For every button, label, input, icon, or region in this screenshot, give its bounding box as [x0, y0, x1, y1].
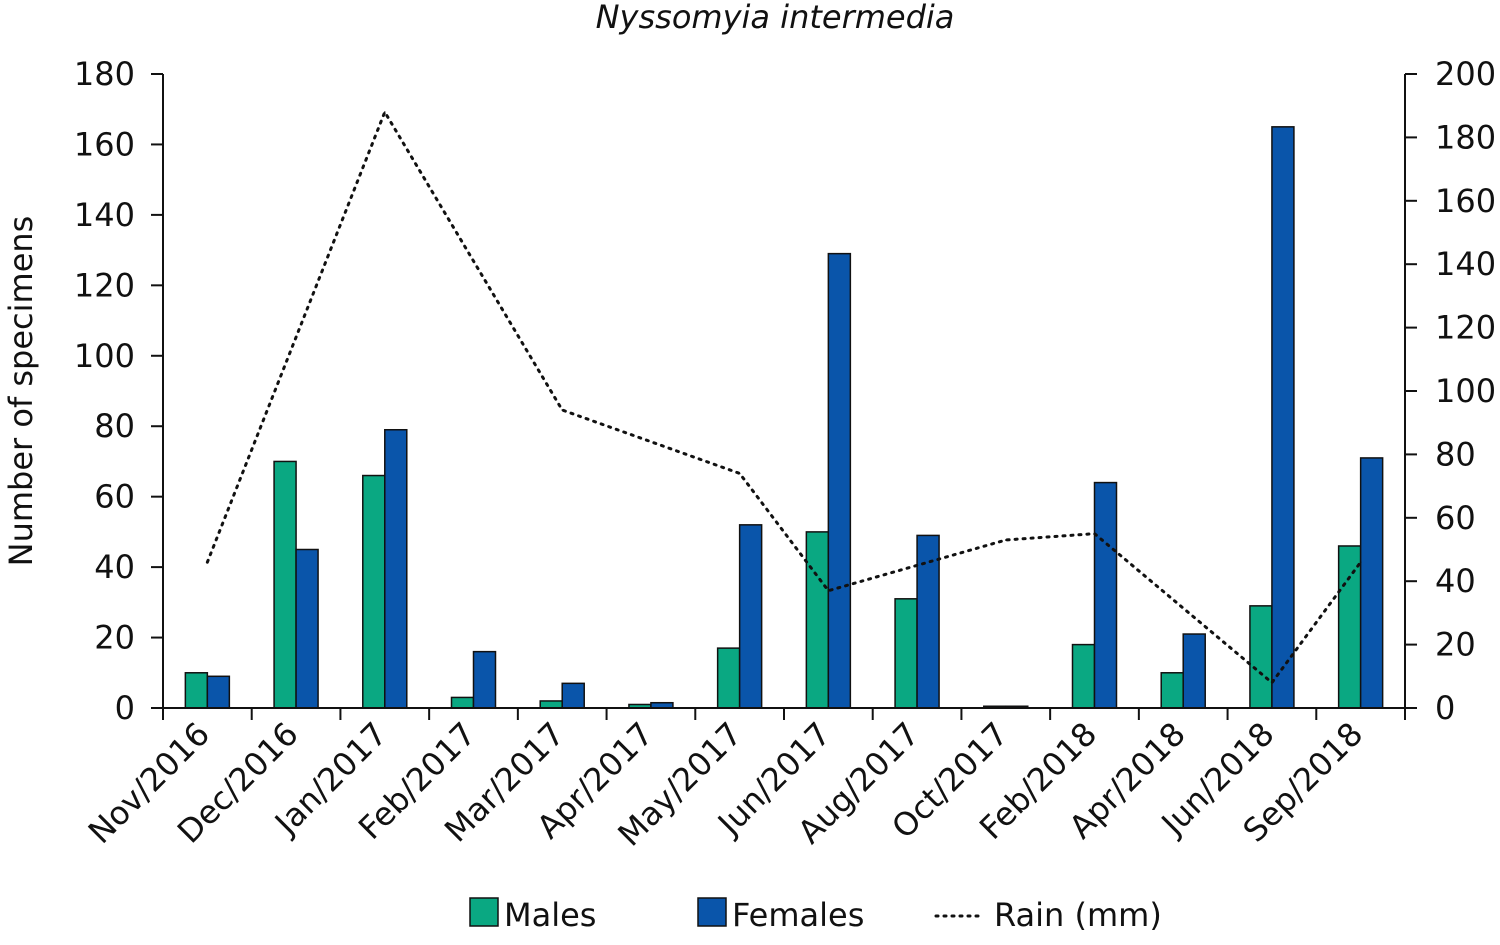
- y2-tick-label-1: 20: [1435, 626, 1476, 664]
- bar-females-8: [916, 534, 940, 709]
- bar-females-11: [1182, 633, 1206, 709]
- bar-males-10: [1071, 643, 1096, 709]
- bar-males-8: [894, 598, 918, 709]
- bar-males-11: [1160, 672, 1184, 709]
- bar-females-2: [384, 428, 408, 709]
- y-tick-label-8: 160: [74, 125, 135, 163]
- bar-females-13: [1359, 457, 1384, 709]
- legend-label-males: Males: [504, 896, 596, 934]
- bar-males-2: [362, 474, 386, 709]
- y2-tick-label-9: 180: [1435, 118, 1496, 156]
- bar-females-6: [738, 524, 763, 709]
- bar-males-7: [805, 531, 830, 709]
- bar-females-3: [472, 650, 497, 709]
- rain-point-13: [1359, 561, 1362, 563]
- rain-point-0: [206, 561, 209, 563]
- y-tick-label-1: 20: [94, 619, 135, 657]
- rain-point-7: [827, 589, 830, 592]
- y2-tick-label-3: 60: [1435, 499, 1476, 537]
- bar-males-1: [273, 460, 297, 709]
- rain-line: [205, 108, 1363, 685]
- legend: Males Females Rain (mm): [469, 896, 1162, 934]
- y2-tick-label-5: 100: [1435, 372, 1496, 410]
- bar-females-1: [295, 548, 319, 709]
- y-tick-label-5: 100: [74, 337, 135, 375]
- rain-point-9: [1004, 539, 1007, 541]
- y-tick-label-9: 180: [74, 55, 135, 93]
- bar-males-3: [450, 696, 475, 709]
- bar-females-10: [1093, 481, 1118, 709]
- y-tick-label-0: 0: [115, 689, 135, 727]
- y-tick-label-7: 140: [74, 196, 135, 234]
- y2-tick-label-2: 40: [1435, 562, 1476, 600]
- y2-tick-label-7: 140: [1435, 245, 1496, 283]
- y2-tick-label-6: 120: [1435, 309, 1496, 347]
- rain-point-10: [1093, 532, 1096, 535]
- y-tick-label-3: 60: [94, 478, 135, 516]
- bar-males-0: [184, 672, 209, 709]
- bar-females-0: [206, 675, 231, 709]
- bar-males-6: [716, 647, 741, 709]
- bar-males-13: [1337, 545, 1362, 709]
- rain-point-2: [383, 111, 386, 113]
- y-tick-label-6: 120: [74, 266, 135, 304]
- bar-females-4: [561, 682, 585, 709]
- rain-point-6: [738, 472, 741, 475]
- legend-swatch-females: [697, 897, 727, 927]
- rain-point-4: [561, 409, 564, 411]
- y-tick-label-2: 40: [94, 548, 135, 586]
- bar-females-12: [1271, 126, 1295, 709]
- rain-point-12: [1271, 681, 1273, 684]
- plot-area: 0 20 40 60 80 100 120 140 160 180 0 20 40 60 80 100 120 1…: [74, 55, 1496, 854]
- y2-tick-label-4: 80: [1435, 435, 1476, 473]
- chart-title: Nyssomyia intermedia: [596, 0, 955, 36]
- bar-males-12: [1249, 605, 1273, 709]
- y-tick-label-4: 80: [94, 407, 135, 445]
- y-axis-label: Number of specimens: [2, 216, 40, 567]
- y2-tick-label-10: 200: [1435, 55, 1496, 93]
- bar-males-4: [539, 700, 563, 709]
- legend-swatch-males: [469, 897, 499, 927]
- legend-label-rain-mm: Rain (mm): [994, 896, 1162, 934]
- y2-tick-label-8: 160: [1435, 182, 1496, 220]
- y2-tick-label-0: 0: [1435, 689, 1455, 727]
- bar-females-7: [827, 252, 852, 709]
- legend-label-females: Females: [732, 896, 864, 934]
